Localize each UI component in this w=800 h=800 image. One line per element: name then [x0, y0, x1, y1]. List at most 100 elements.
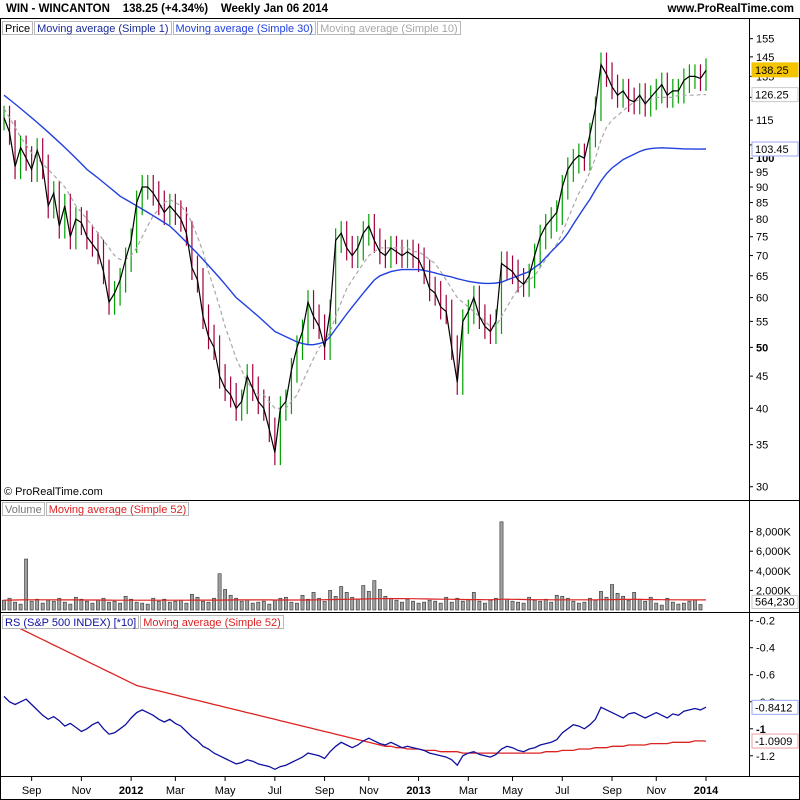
volume-bar: [13, 601, 17, 611]
price-last-label: 103.45: [755, 144, 789, 156]
x-axis-label: 2013: [406, 785, 430, 797]
volume-bar: [145, 603, 150, 611]
volume-bar: [676, 603, 681, 611]
rs-legend: RS (S&P 500 INDEX) [*10] Moving average …: [2, 615, 285, 629]
price-line: [3, 62, 707, 453]
volume-bar: [394, 599, 399, 611]
volume-bar: [267, 603, 272, 611]
volume-bar: [698, 604, 703, 611]
volume-bar: [582, 601, 587, 611]
price-axis-label: 75: [756, 232, 768, 244]
rs-axis-label: -0.2: [756, 616, 775, 628]
volume-bar: [344, 592, 349, 611]
volume-bar: [626, 599, 631, 611]
volume-bar: [333, 595, 338, 611]
volume-bar: [549, 601, 554, 611]
price-axis-label: 40: [756, 403, 768, 415]
volume-bar: [687, 600, 692, 611]
volume-bar: [167, 601, 172, 611]
legend-ma30[interactable]: Moving average (Simple 30): [172, 21, 317, 35]
price-last-label: 126.25: [755, 90, 789, 102]
volume-bar: [129, 598, 134, 611]
volume-bar: [140, 602, 145, 611]
volume-bar: [68, 603, 73, 611]
volume-bar: [543, 598, 548, 611]
volume-bar: [427, 599, 432, 611]
legend-volume-ma[interactable]: Moving average (Simple 52): [45, 502, 190, 516]
ma30-line: [3, 94, 707, 346]
header-period-date: Weekly Jan 06 2014: [220, 3, 329, 15]
legend-volume[interactable]: Volume: [2, 502, 45, 516]
volume-bar: [554, 594, 559, 611]
volume-bar: [96, 599, 100, 611]
volume-bar: [366, 591, 371, 611]
volume-bar: [670, 601, 675, 611]
volume-bar: [400, 601, 404, 611]
volume-bar: [317, 597, 321, 611]
volume-bar: [178, 599, 183, 611]
volume-bar: [90, 602, 95, 611]
x-axis-label: Jul: [555, 785, 569, 797]
volume-bar: [477, 600, 482, 611]
x-axis-label: May: [215, 785, 236, 797]
volume-bar: [665, 597, 670, 611]
rs-ma-line: [3, 620, 707, 754]
volume-bar: [295, 602, 299, 611]
price-axis-label: 80: [756, 214, 768, 226]
legend-ma10[interactable]: Moving average (Simple 10): [317, 21, 461, 35]
volume-bar: [488, 599, 493, 611]
rs-last-label: -0.8412: [755, 702, 792, 714]
volume-bar: [184, 602, 189, 611]
volume-bar: [538, 600, 543, 611]
chart-frame: [0, 18, 800, 800]
price-legend: Price Moving average (Simple 1) Moving a…: [2, 21, 462, 35]
legend-rs-ma[interactable]: Moving average (Simple 52): [140, 615, 284, 629]
volume-bar: [134, 601, 139, 611]
volume-bar: [112, 600, 117, 611]
legend-ma1[interactable]: Moving average (Simple 1): [34, 21, 172, 35]
volume-bar: [438, 602, 443, 611]
price-axis-label: 55: [756, 316, 768, 328]
volume-bar: [659, 604, 664, 611]
price-axis-label: 115: [756, 115, 774, 127]
rs-last-label: -1.0909: [755, 736, 792, 748]
volume-last-label: 564,230: [755, 596, 795, 608]
volume-bar: [2, 599, 6, 611]
volume-bar: [107, 601, 111, 611]
volume-bar: [460, 600, 465, 611]
price-axis-label: 95: [756, 167, 768, 179]
volume-bar: [322, 600, 327, 611]
rs-axis-label: -1: [756, 724, 766, 736]
rs-last-label-box: [751, 699, 799, 715]
volume-bar: [593, 599, 598, 611]
volume-bar: [123, 595, 128, 611]
rs-line: [3, 695, 707, 771]
volume-bar: [284, 596, 288, 611]
price-axis-label: 45: [756, 371, 768, 383]
volume-bar: [643, 600, 648, 611]
rs-last-label-box: [751, 733, 799, 749]
volume-bar: [532, 599, 537, 611]
volume-bar: [289, 601, 294, 611]
volume-bar: [57, 597, 62, 611]
volume-bar: [505, 598, 509, 611]
legend-price[interactable]: Price: [2, 21, 34, 35]
header-site[interactable]: www.ProRealTime.com: [667, 3, 794, 15]
legend-rs[interactable]: RS (S&P 500 INDEX) [*10]: [2, 615, 140, 629]
volume-bar: [7, 597, 12, 611]
volume-bar: [693, 599, 697, 611]
volume-bar: [610, 584, 614, 611]
x-axis-label: Mar: [459, 785, 478, 797]
volume-bar: [24, 558, 29, 611]
x-axis-label: Sep: [22, 785, 42, 797]
volume-bar: [339, 586, 344, 611]
price-bars: [3, 52, 707, 466]
x-axis-label: 2014: [694, 785, 719, 797]
volume-bar: [217, 573, 222, 611]
x-axis-label: Sep: [315, 785, 335, 797]
volume-axis-label: 4,000K: [756, 566, 792, 578]
price-last-label-box: [751, 87, 799, 103]
volume-bar: [449, 601, 454, 611]
price-axis-label: 35: [756, 440, 768, 452]
header-price-change: 138.25 (+4.34%): [122, 3, 209, 15]
